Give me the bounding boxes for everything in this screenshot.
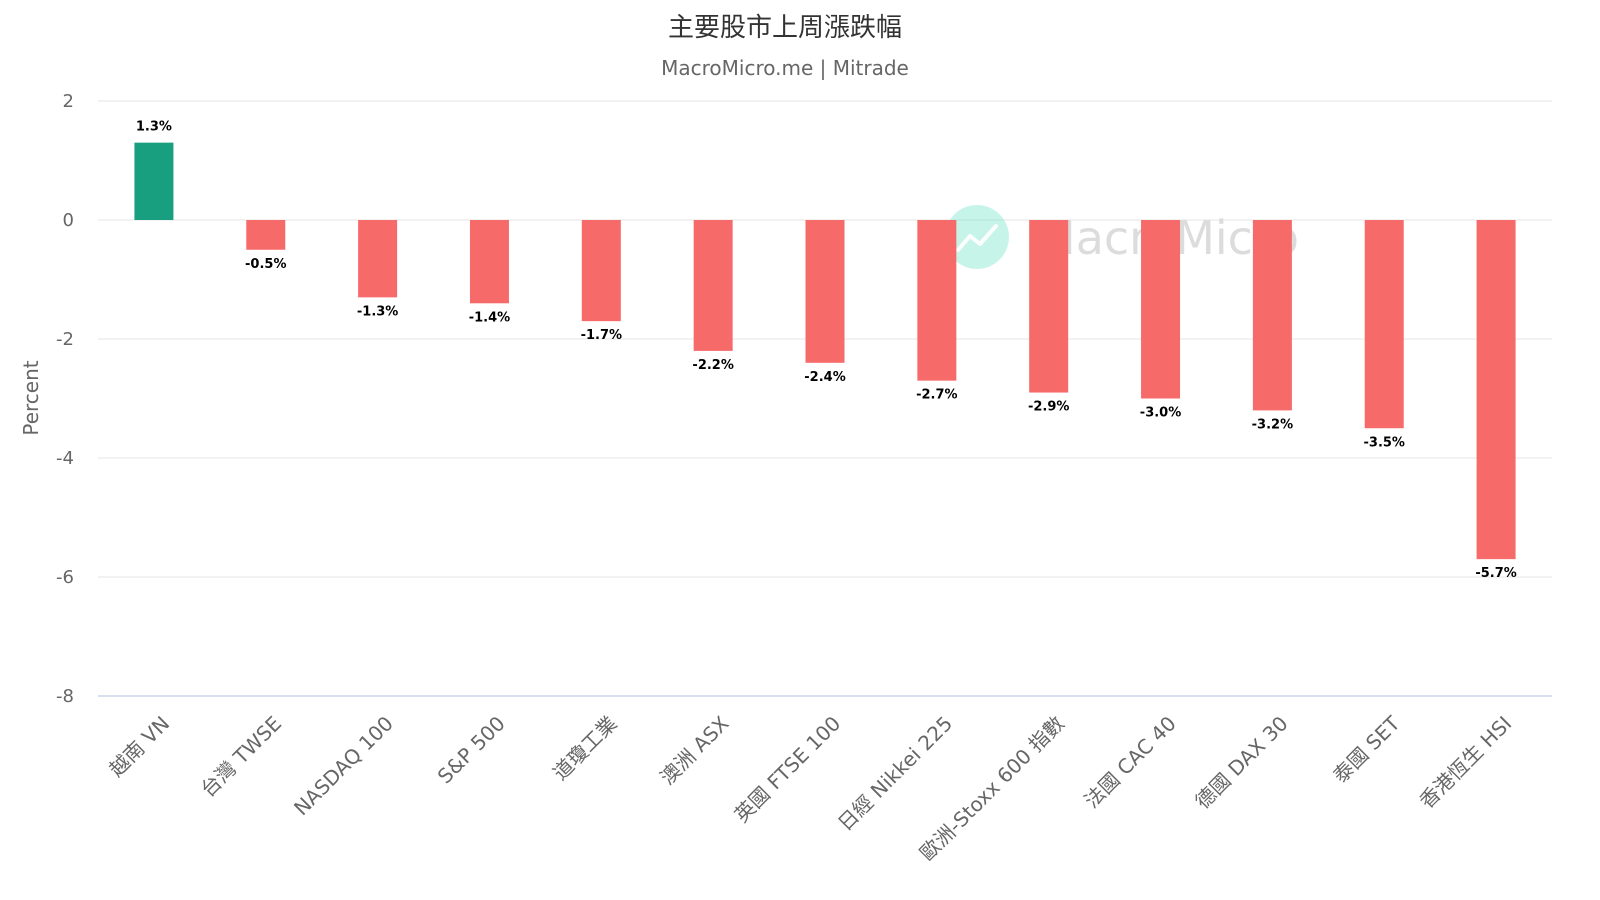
data-label: -0.5% [245, 257, 286, 272]
bar[interactable] [358, 220, 398, 298]
x-tick-label: 法國 CAC 40 [1079, 711, 1180, 812]
grid-lines [98, 100, 1552, 697]
y-tick-label: -2 [56, 329, 74, 350]
chart-title: 主要股市上周漲跌幅 [668, 13, 902, 43]
watermark-logo-circle [945, 205, 1009, 269]
bar[interactable] [693, 220, 733, 351]
data-label: -1.4% [469, 310, 510, 325]
x-tick-label: 英國 FTSE 100 [730, 711, 846, 827]
bar[interactable] [246, 220, 286, 250]
data-label: -5.7% [1475, 566, 1516, 581]
bar[interactable] [1141, 220, 1181, 399]
data-label: 1.3% [136, 120, 172, 135]
y-tick-label: 0 [63, 210, 74, 231]
x-tick-label: S&P 500 [433, 711, 510, 788]
bar[interactable] [1364, 220, 1404, 429]
bar[interactable] [1476, 220, 1516, 560]
x-tick-label: NASDAQ 100 [289, 711, 398, 820]
x-tick-label: 德國 DAX 30 [1190, 711, 1292, 813]
data-label: -2.9% [1028, 400, 1069, 415]
watermark: MacroMicro [945, 205, 1299, 269]
x-tick-label: 泰國 SET [1328, 711, 1405, 788]
data-label: -3.2% [1252, 417, 1293, 432]
y-tick-label: -4 [56, 448, 74, 469]
bars [134, 142, 1516, 560]
bar[interactable] [134, 142, 174, 220]
data-label: -2.2% [692, 358, 733, 373]
bar[interactable] [581, 220, 621, 322]
bar[interactable] [1029, 220, 1069, 393]
data-label: -1.3% [357, 304, 398, 319]
x-tick-label: 日經 Nikkei 225 [833, 711, 957, 835]
bar[interactable] [917, 220, 957, 381]
chart-subtitle: MacroMicro.me | Mitrade [661, 56, 909, 80]
bar[interactable] [469, 220, 509, 304]
data-label: -2.7% [916, 388, 957, 403]
data-label: -1.7% [581, 328, 622, 343]
x-tick-label: 香港恆生 HSI [1415, 711, 1517, 813]
x-tick-label: 台灣 TWSE [196, 711, 286, 801]
chart-trend-icon [956, 224, 998, 252]
y-tick-label: 2 [63, 91, 74, 112]
bar[interactable] [805, 220, 845, 363]
y-axis-ticks: 2 0 -2 -4 -6 -8 [56, 91, 74, 707]
data-label: -3.0% [1140, 406, 1181, 421]
x-axis-ticks: 越南 VN 台灣 TWSE NASDAQ 100 S&P 500 道瓊工業 澳洲 ASX英… [104, 711, 1516, 866]
data-label: -2.4% [804, 370, 845, 385]
data-label: -3.5% [1364, 435, 1405, 450]
y-tick-label: -8 [56, 686, 74, 707]
y-axis-title: Percent [19, 360, 43, 435]
x-tick-label: 澳洲 ASX [655, 711, 733, 789]
bar[interactable] [1252, 220, 1292, 411]
x-tick-label: 越南 VN [104, 711, 174, 781]
y-tick-label: -6 [56, 567, 74, 588]
x-tick-label: 道瓊工業 [548, 711, 622, 785]
data-labels: 1.3% -0.5% -1.3% -1.4% -1.7% -2.2% -2.4% -2.7% -… [136, 120, 1517, 582]
